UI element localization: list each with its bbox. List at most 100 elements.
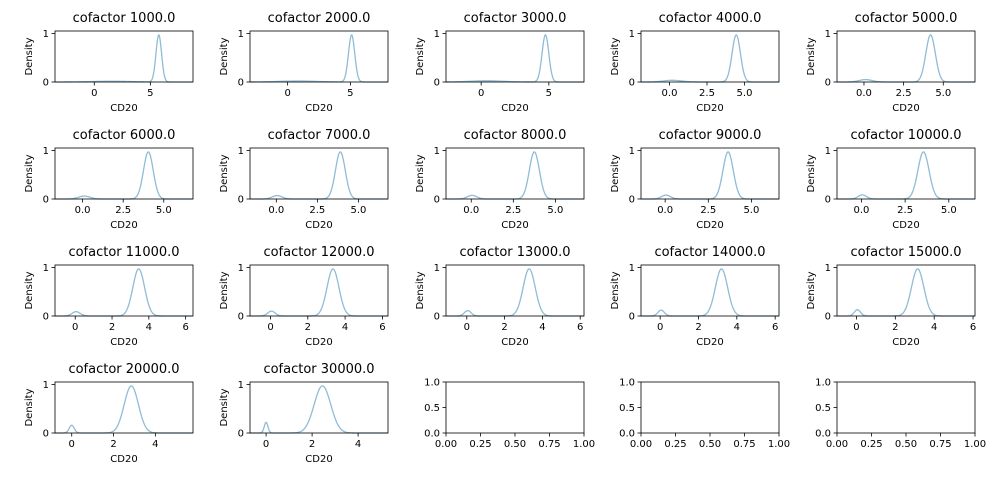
x-tick-label: 0 [267, 322, 273, 333]
x-tick-label: 4 [539, 322, 545, 333]
y-axis-label: Density [219, 154, 230, 192]
plot-frame [249, 381, 389, 434]
plot-frame [54, 147, 194, 200]
y-tick-label: 1.0 [815, 378, 831, 389]
y-tick-label: 1 [238, 146, 244, 157]
y-tick-label: 0 [825, 78, 831, 89]
x-tick-label: 0 [69, 439, 75, 450]
y-tick-label: 1 [629, 263, 635, 274]
x-tick-label: 0.0 [463, 205, 479, 216]
plot-frame [445, 30, 585, 83]
subplot-12: cofactor 12000.0 0 2 4 6 0 1 CD20 Density [219, 245, 389, 348]
subplot-title: cofactor 14000.0 [654, 245, 765, 260]
x-tick-label: 4 [342, 322, 348, 333]
subplot-14: cofactor 14000.0 0 2 4 6 0 1 CD20 Density [610, 245, 780, 348]
subplot-title: cofactor 10000.0 [850, 128, 961, 143]
x-tick-label: 0.0 [854, 205, 870, 216]
x-tick-label: 0.00 [826, 439, 848, 450]
x-axis-label: CD20 [696, 103, 723, 114]
x-tick-label: 6 [970, 322, 976, 333]
y-axis-label: Density [24, 154, 35, 192]
y-tick-label: 1 [43, 263, 49, 274]
density-curve [55, 151, 193, 200]
plot-frame [640, 147, 780, 200]
y-tick-label: 0 [43, 312, 49, 323]
subplot-title: cofactor 7000.0 [268, 128, 371, 143]
x-tick-label: 6 [379, 322, 385, 333]
x-axis-label: CD20 [305, 337, 332, 348]
subplot-title: cofactor 12000.0 [263, 245, 374, 260]
y-tick-label: 1.0 [424, 378, 440, 389]
y-tick-label: 1 [434, 263, 440, 274]
y-tick-label: 0 [43, 429, 49, 440]
y-tick-label: 1 [43, 29, 49, 40]
plot-frame [640, 264, 780, 317]
y-tick-label: 1 [825, 146, 831, 157]
subplot-4: cofactor 4000.0 0.0 2.5 5.0 0 1 CD20 Density [610, 11, 780, 114]
subplot-title: cofactor 13000.0 [459, 245, 570, 260]
subplot-7: cofactor 7000.0 0.0 2.5 5.0 0 1 CD20 Density [219, 128, 389, 231]
y-axis-label: Density [415, 154, 426, 192]
x-axis-label: CD20 [892, 103, 919, 114]
density-curve [641, 34, 779, 83]
subplot-20: 0.00 0.25 0.50 0.75 1.00 0.0 0.5 1.0 [815, 378, 986, 451]
plot-frame [54, 30, 194, 83]
x-tick-label: 0.0 [856, 88, 872, 99]
plot-frame [445, 381, 585, 434]
subplot-11: cofactor 11000.0 0 2 4 6 0 1 CD20 Density [24, 245, 194, 348]
plot-frame [249, 30, 389, 83]
x-axis-label: CD20 [892, 337, 919, 348]
subplot-8: cofactor 8000.0 0.0 2.5 5.0 0 1 CD20 Density [415, 128, 585, 231]
y-tick-label: 1 [434, 146, 440, 157]
y-tick-label: 0 [629, 78, 635, 89]
y-axis-label: Density [219, 271, 230, 309]
x-axis-label: CD20 [110, 454, 137, 465]
x-tick-label: 2 [892, 322, 898, 333]
plot-frame [249, 264, 389, 317]
density-curve [250, 385, 388, 434]
plot-frame [640, 381, 780, 434]
density-curve [446, 268, 584, 317]
y-tick-label: 1 [43, 146, 49, 157]
subplot-title: cofactor 9000.0 [659, 128, 762, 143]
x-tick-label: 5.0 [547, 205, 563, 216]
subplot-title: cofactor 11000.0 [68, 245, 179, 260]
x-tick-label: 4 [931, 322, 937, 333]
x-tick-label: 4 [355, 439, 361, 450]
plot-frame [836, 147, 976, 200]
y-tick-label: 0.0 [815, 429, 831, 440]
y-axis-label: Density [415, 271, 426, 309]
x-tick-label: 2.5 [115, 205, 131, 216]
x-tick-label: 2.5 [699, 88, 715, 99]
x-tick-label: 4 [152, 439, 158, 450]
plot-frame [836, 30, 976, 83]
y-tick-label: 1 [43, 380, 49, 391]
y-tick-label: 0.5 [424, 403, 440, 414]
y-tick-label: 0 [43, 195, 49, 206]
x-tick-label: 0.75 [733, 439, 755, 450]
y-axis-label: Density [610, 37, 621, 75]
x-tick-label: 0.00 [630, 439, 652, 450]
x-tick-label: 0.50 [504, 439, 526, 450]
subplot-9: cofactor 9000.0 0.0 2.5 5.0 0 1 CD20 Density [610, 128, 780, 231]
y-tick-label: 0 [629, 195, 635, 206]
y-tick-label: 1 [238, 263, 244, 274]
x-axis-label: CD20 [696, 220, 723, 231]
y-tick-label: 0 [238, 195, 244, 206]
x-tick-label: 5.0 [743, 205, 759, 216]
x-axis-label: CD20 [696, 337, 723, 348]
x-tick-label: 2.5 [700, 205, 716, 216]
density-curve [641, 151, 779, 200]
x-tick-label: 5 [546, 88, 552, 99]
x-tick-label: 0.50 [895, 439, 917, 450]
x-tick-label: 0 [263, 439, 269, 450]
x-tick-label: 0 [478, 88, 484, 99]
x-tick-label: 0.00 [435, 439, 457, 450]
x-tick-label: 0.25 [469, 439, 491, 450]
density-curve [445, 33, 584, 83]
y-tick-label: 0 [238, 78, 244, 89]
y-axis-label: Density [219, 388, 230, 426]
x-tick-label: 0.50 [699, 439, 721, 450]
subplot-title: cofactor 3000.0 [464, 11, 567, 26]
density-curve [250, 151, 388, 200]
